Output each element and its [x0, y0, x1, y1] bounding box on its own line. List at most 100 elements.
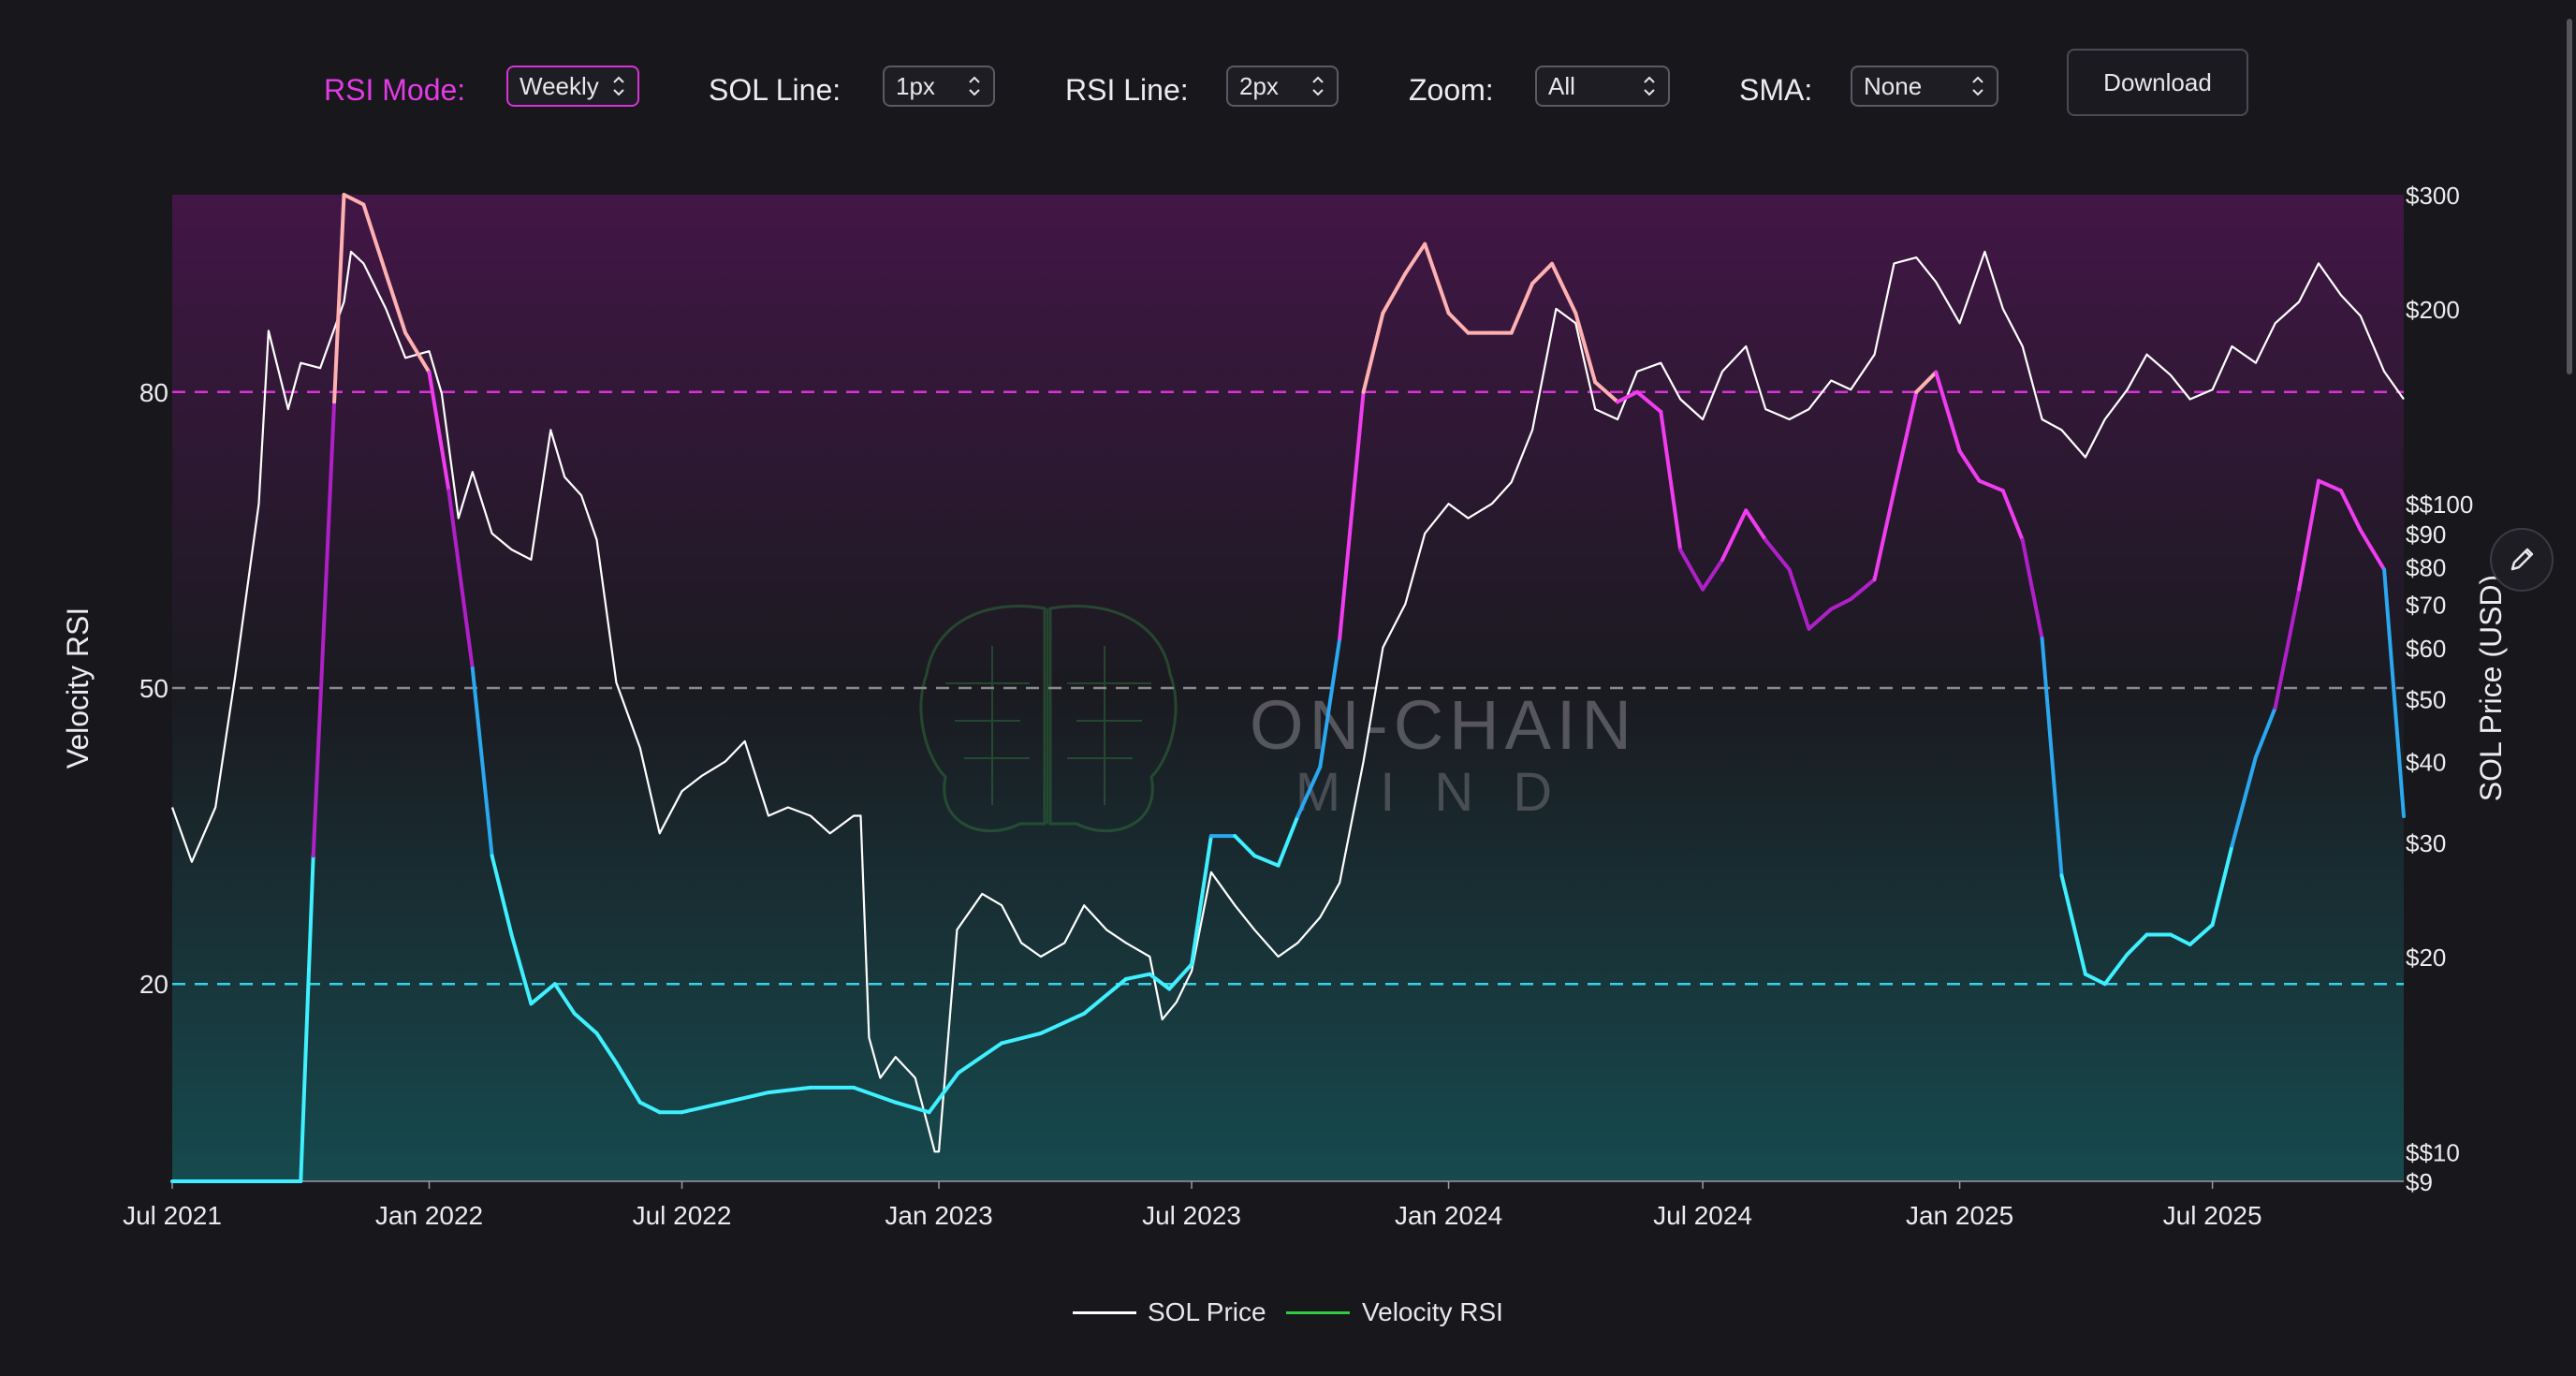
- rsi-segment: [2382, 567, 2406, 818]
- rsi-segment: [1616, 389, 1639, 404]
- rsi-line-select[interactable]: 2px: [1226, 66, 1339, 107]
- pencil-icon: [2510, 548, 2534, 571]
- reference-lines: [172, 390, 2404, 986]
- rsi-segment: [2083, 972, 2107, 987]
- rsi-segment: [1678, 548, 1705, 592]
- x-tick-label: Jul 2024: [1653, 1201, 1752, 1230]
- right-tick-label: $30: [2406, 829, 2446, 857]
- right-tick-label: $$10: [2406, 1138, 2460, 1166]
- rsi-segment: [2040, 637, 2064, 878]
- rsi-segment: [2059, 873, 2087, 976]
- right-axis-label: SOL Price (USD): [2474, 575, 2508, 801]
- rsi-segment: [509, 932, 534, 1006]
- rsi-segment: [361, 202, 388, 276]
- left-tick-label: 80: [139, 378, 168, 407]
- rsi-segment: [403, 330, 432, 374]
- rsi-segment: [2338, 489, 2363, 533]
- rsi-segment: [1550, 261, 1578, 315]
- rsi-mode-value: Weekly: [520, 72, 599, 100]
- rsi-segment: [1038, 1011, 1087, 1035]
- rsi-segment: [956, 1041, 1004, 1076]
- sma-value: None: [1864, 72, 1923, 100]
- sol-line-value: 1px: [896, 72, 935, 100]
- rsi-segment: [1957, 449, 1982, 483]
- rsi-segment: [1123, 972, 1152, 981]
- rsi-segment: [1807, 607, 1834, 631]
- right-tick-label: $200: [2406, 296, 2460, 324]
- rsi-line-label: RSI Line:: [1065, 73, 1189, 107]
- rsi-segment: [1446, 311, 1471, 335]
- rsi-segment: [1167, 962, 1194, 991]
- rsi-segment: [2168, 932, 2192, 946]
- right-tick-label: $70: [2406, 591, 2446, 619]
- rsi-segment: [384, 271, 408, 335]
- rsi-segment: [852, 1085, 898, 1105]
- rsi-segment: [299, 854, 315, 1183]
- rsi-segment: [1764, 537, 1792, 572]
- rsi-segment: [1252, 854, 1281, 868]
- chevron-updown-icon: [1644, 76, 1655, 96]
- rsi-segment: [1659, 409, 1683, 552]
- legend-swatch-sol-price: [1073, 1311, 1136, 1314]
- rsi-segment: [1787, 567, 1811, 631]
- download-button[interactable]: Download: [2067, 49, 2248, 116]
- rsi-segment: [1361, 311, 1385, 394]
- sol-price-line: [170, 250, 2405, 1153]
- rsi-segment: [1082, 976, 1128, 1016]
- sol-price-series: [170, 250, 2405, 1153]
- rsi-segment: [1849, 578, 1877, 602]
- right-tick-label: $90: [2406, 520, 2446, 549]
- rsi-segment: [1934, 370, 1962, 453]
- rsi-segment: [572, 1011, 599, 1035]
- left-tick-label: 20: [139, 970, 168, 999]
- left-axis: 20 50 80: [139, 378, 168, 999]
- rsi-segment: [767, 1085, 812, 1095]
- controls-bar: RSI Mode: Weekly SOL Line: 1px RSI Line:…: [0, 49, 2576, 118]
- watermark-line2: MIND: [1295, 762, 1591, 823]
- brain-logo: [919, 605, 1178, 833]
- chevron-updown-icon: [613, 76, 624, 96]
- rsi-segment: [2000, 489, 2025, 542]
- edit-button[interactable]: [2490, 528, 2554, 592]
- zoom-select[interactable]: All: [1535, 66, 1670, 107]
- scrollbar[interactable]: [2567, 19, 2572, 374]
- rsi-segment: [1720, 508, 1749, 562]
- rsi-segment: [2230, 754, 2258, 848]
- sol-line-select[interactable]: 1px: [883, 66, 995, 107]
- rsi-segment: [1190, 834, 1213, 967]
- x-tick-label: Jan 2023: [885, 1201, 992, 1230]
- left-axis-label: Velocity RSI: [61, 607, 95, 769]
- rsi-segment: [1295, 765, 1323, 818]
- rsi-segment: [680, 1100, 727, 1115]
- x-axis: Jul 2021 Jan 2022 Jul 2022 Jan 2023 Jul 2023…: [123, 1180, 2404, 1230]
- rsi-segment: [1635, 389, 1663, 414]
- rsi-segment: [470, 666, 494, 858]
- rsi-segment: [2317, 478, 2343, 493]
- rsi-segment: [2358, 528, 2387, 572]
- rsi-segment: [2188, 923, 2215, 946]
- x-tick-label: Jul 2023: [1142, 1201, 1241, 1230]
- rsi-segment: [1276, 814, 1300, 868]
- rsi-segment: [1000, 1031, 1043, 1046]
- rsi-segment: [1233, 834, 1257, 858]
- sma-select[interactable]: None: [1851, 66, 1998, 107]
- rsi-segment: [1977, 478, 2005, 493]
- rsi-segment: [1829, 597, 1853, 611]
- right-tick-label: $300: [2406, 182, 2460, 210]
- rsi-mode-label: RSI Mode:: [324, 73, 466, 107]
- sma-label: SMA:: [1739, 73, 1813, 107]
- x-tick-label: Jan 2025: [1906, 1201, 2013, 1230]
- rsi-segment: [1914, 370, 1939, 394]
- rsi-segment: [311, 400, 337, 858]
- rsi-segment: [427, 370, 451, 493]
- sol-line-label: SOL Line:: [709, 73, 842, 107]
- chevron-updown-icon: [969, 76, 980, 96]
- rsi-segment: [552, 982, 577, 1016]
- rsi-segment: [1530, 261, 1554, 285]
- rsi-segment: [927, 1071, 960, 1115]
- rsi-segment: [2210, 843, 2234, 927]
- rsi-mode-select[interactable]: Weekly: [506, 66, 639, 107]
- rsi-line-value: 2px: [1239, 72, 1279, 100]
- chevron-updown-icon: [1972, 76, 1983, 96]
